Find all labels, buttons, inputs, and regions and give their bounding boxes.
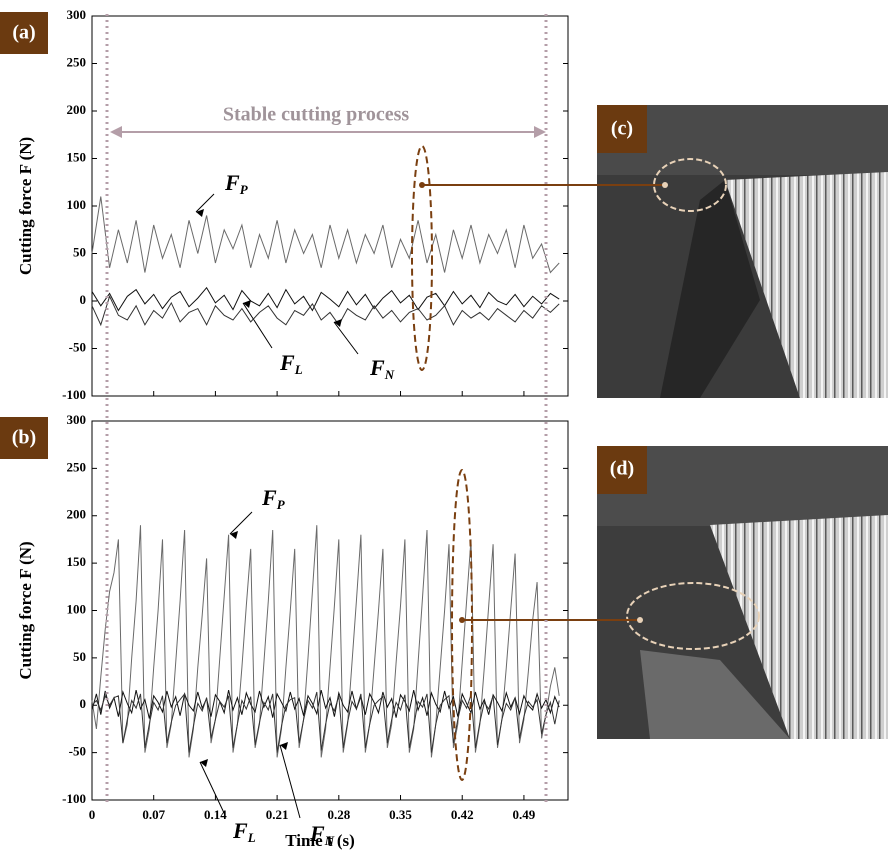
series-subscript: L — [294, 362, 303, 377]
label-arrow — [333, 321, 359, 355]
connector-dot — [459, 617, 465, 623]
series-name: F — [232, 818, 248, 843]
y-tick-label: 150 — [67, 554, 87, 569]
plot-frame — [91, 15, 569, 397]
y-tick-label: 150 — [67, 149, 87, 164]
highlight-ellipse — [451, 469, 473, 781]
y-tick-label: 200 — [67, 507, 87, 522]
y-tick-label: -100 — [62, 791, 86, 806]
data-line — [91, 689, 560, 719]
series-name: F — [309, 821, 325, 846]
series-label: FN — [309, 821, 335, 848]
series-label: FP — [224, 170, 249, 197]
y-tick-label: 100 — [67, 197, 87, 212]
highlight-ellipse — [411, 145, 433, 371]
series-label: FP — [261, 485, 286, 512]
chip — [640, 650, 790, 739]
y-tick-label: -50 — [69, 339, 86, 354]
y-tick-label: -50 — [69, 744, 86, 759]
y-tick-label: 50 — [73, 649, 86, 664]
x-tick-label: 0.21 — [266, 807, 289, 822]
tool — [710, 515, 888, 739]
series-subscript: P — [277, 497, 286, 512]
y-tick-label: 100 — [67, 601, 87, 616]
x-tick-label: 0 — [89, 807, 96, 822]
panel-label: (a) — [12, 22, 35, 44]
series-subscript: N — [384, 367, 395, 382]
series-subscript: L — [247, 830, 256, 845]
data-line — [91, 286, 560, 312]
arrow-head — [334, 319, 342, 327]
series-name: F — [369, 355, 385, 380]
series-name: F — [261, 485, 277, 510]
panel-label-box — [0, 417, 48, 459]
plot-frame — [91, 420, 569, 801]
y-tick-label: 0 — [80, 696, 87, 711]
photos: (c) (d) — [597, 105, 888, 739]
label-arrow — [229, 511, 253, 535]
y-tick-label: 200 — [67, 102, 87, 117]
series-subscript: P — [240, 182, 249, 197]
y-tick-label: 300 — [67, 412, 87, 427]
arrow-head — [200, 759, 208, 767]
arrow-head — [110, 126, 122, 138]
label-box — [597, 446, 647, 494]
series-label: FN — [369, 355, 395, 382]
x-tick-label: 0.35 — [389, 807, 412, 822]
chart-panel: -100 -50 0 50 100 150 200 250 300 Cutting force F… — [0, 7, 668, 402]
label-arrow — [279, 744, 301, 819]
photo-label: (c) — [611, 118, 633, 140]
label-box — [597, 105, 647, 153]
photo-c: (c) — [597, 105, 888, 398]
panel-label: (b) — [12, 427, 36, 449]
data-line — [91, 691, 560, 753]
highlight — [626, 582, 760, 650]
label-arrow — [199, 761, 226, 816]
arrow-head — [243, 300, 251, 308]
data-line — [91, 294, 560, 327]
series-name: F — [279, 350, 295, 375]
y-tick-label: 250 — [67, 54, 87, 69]
x-tick-label: 0.07 — [142, 807, 165, 822]
label-arrow — [195, 193, 215, 213]
series-label: FL — [232, 818, 256, 845]
x-tick-label: 0.49 — [513, 807, 536, 822]
connector-dot — [662, 182, 668, 188]
data-line — [91, 196, 560, 274]
chart-panel: -100 -50 0 50 100 150 200 250 300 0 0.07 0.14 0.21 0.… — [0, 412, 643, 850]
y-axis-label: Cutting force F (N) — [16, 137, 35, 275]
annotation: Stable cutting process — [223, 104, 410, 126]
series-label: FL — [279, 350, 303, 377]
photo-d: (d) — [597, 446, 888, 739]
series-subscript: N — [324, 833, 335, 848]
arrow-head — [230, 531, 238, 539]
highlight — [653, 158, 727, 212]
series-name: F — [224, 170, 240, 195]
arrow-head — [196, 209, 204, 217]
x-tick-label: 0.28 — [327, 807, 350, 822]
y-tick-label: 250 — [67, 459, 87, 474]
panel-label-box — [0, 12, 48, 54]
x-tick-label: 0.14 — [204, 807, 227, 822]
label-arrow — [242, 302, 273, 349]
x-axis-label: Time t (s) — [285, 831, 355, 850]
y-tick-label: 300 — [67, 7, 87, 22]
photo-label: (d) — [610, 458, 634, 480]
tool — [725, 172, 888, 398]
x-tick-label: 0.42 — [451, 807, 474, 822]
y-tick-label: 0 — [80, 292, 87, 307]
arrow-head — [280, 742, 288, 750]
y-tick-label: -100 — [62, 387, 86, 402]
y-tick-label: 50 — [73, 244, 86, 259]
connector-dot — [419, 182, 425, 188]
chip — [660, 180, 760, 398]
connector-dot — [637, 617, 643, 623]
y-axis-label: Cutting force F (N) — [16, 541, 35, 679]
arrow-head — [534, 126, 546, 138]
